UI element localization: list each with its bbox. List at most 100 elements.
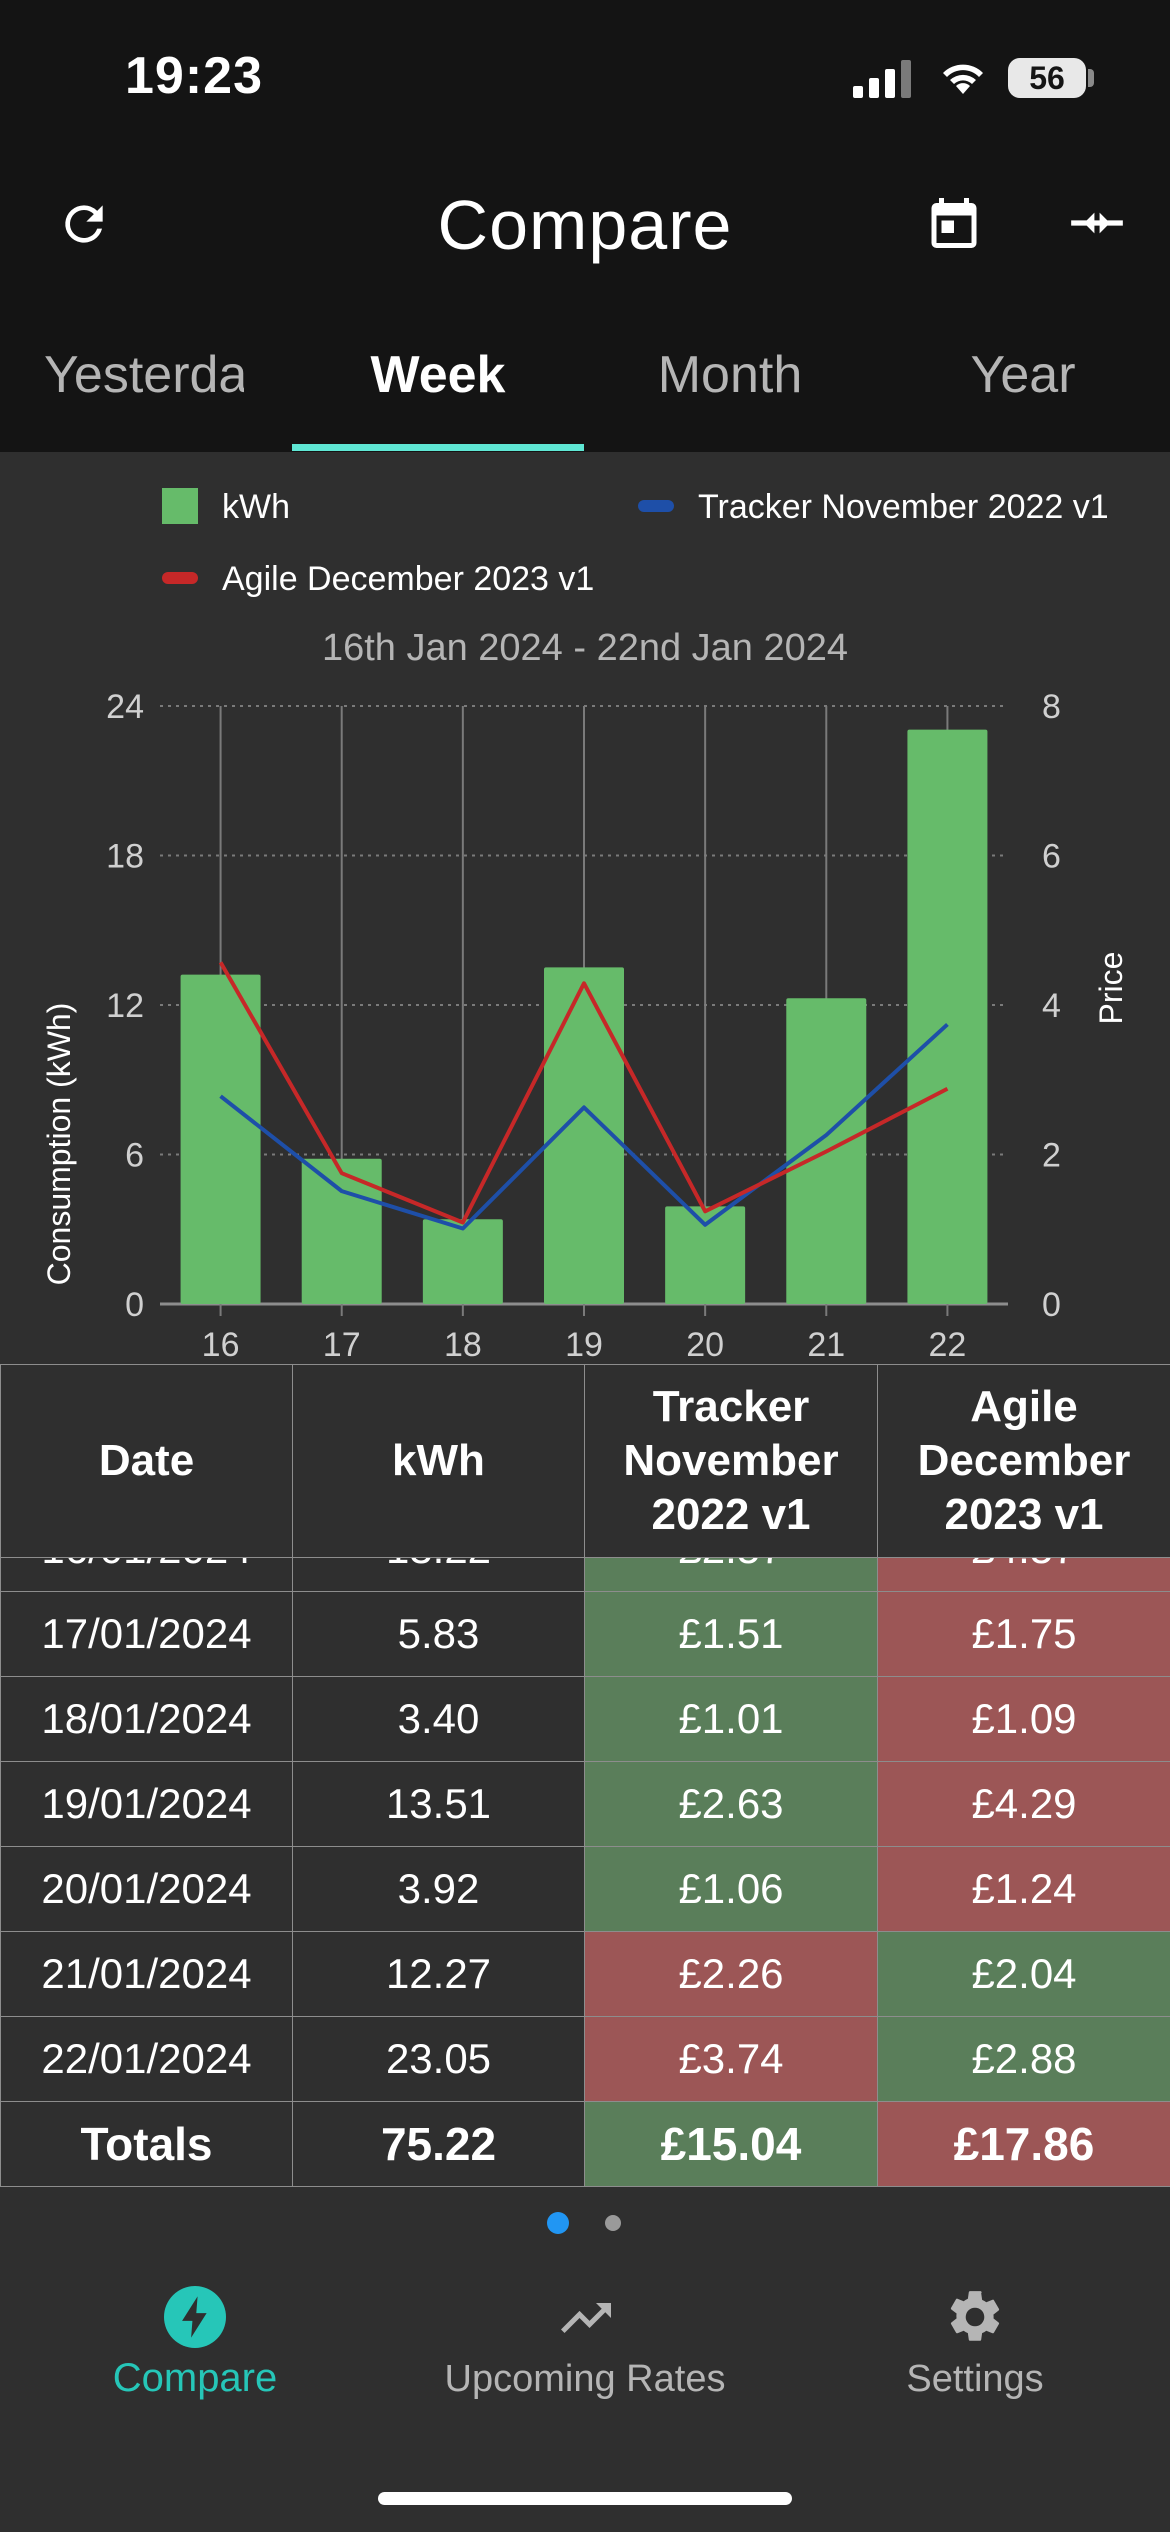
column-header-kwh: kWh (292, 1364, 585, 1558)
bar-kwh (907, 729, 988, 1304)
row-date: 18/01/2024 (0, 1676, 293, 1762)
bolt-icon (164, 2286, 226, 2348)
y-tick-label: 12 (106, 987, 144, 1025)
table-row: 19/01/2024 13.51 £2.63 £4.29 (0, 1761, 1170, 1847)
bar-kwh (544, 967, 624, 1304)
row-tracker-cost: £2.26 (584, 1931, 878, 2017)
nav-compare-label[interactable]: Compare (112, 2356, 278, 2400)
tab-month[interactable]: Month (657, 346, 803, 404)
table-row: 21/01/2024 12.27 £2.26 £2.04 (0, 1931, 1170, 2017)
legend-swatch-tracker (638, 500, 674, 512)
x-tick-label: 21 (807, 1326, 845, 1364)
row-date: 21/01/2024 (0, 1931, 293, 2017)
tab-week[interactable]: Week (370, 346, 506, 404)
row-kwh: 3.40 (292, 1676, 585, 1762)
row-kwh: 5.83 (292, 1591, 585, 1677)
y2-axis-title: Price (1093, 952, 1129, 1025)
page-indicator-dot-active[interactable] (547, 2212, 569, 2234)
row-date: 16/01/2024 (0, 1558, 293, 1592)
row-kwh: 13.22 (292, 1558, 585, 1592)
column-header-agile-label: Agile December 2023 v1 (917, 1382, 1131, 1539)
legend-swatch-kwh (162, 488, 198, 524)
line-tracker (219, 1022, 949, 1231)
x-tick-label: 19 (565, 1326, 603, 1364)
chart-title: 16th Jan 2024 - 22nd Jan 2024 (322, 627, 848, 669)
row-kwh: 3.92 (292, 1846, 585, 1932)
tab-indicator (292, 444, 584, 451)
y2-tick-label: 6 (1042, 838, 1061, 876)
row-agile-cost: £4.57 (877, 1558, 1170, 1592)
row-kwh: 12.27 (292, 1931, 585, 2017)
row-date: 19/01/2024 (0, 1761, 293, 1847)
nav-compare[interactable] (0, 2286, 390, 2416)
row-tracker-cost: £3.74 (584, 2016, 878, 2102)
row-tracker-cost: £1.01 (584, 1676, 878, 1762)
tab-yesterday[interactable]: Yesterday (44, 346, 244, 404)
table-row: 20/01/2024 3.92 £1.06 £1.24 (0, 1846, 1170, 1932)
nav-settings-label[interactable]: Settings (906, 2358, 1044, 2400)
row-agile-cost: £1.75 (877, 1591, 1170, 1677)
row-agile-cost: £1.09 (877, 1676, 1170, 1762)
y2-tick-label: 8 (1042, 688, 1061, 726)
totals-tracker: £15.04 (584, 2101, 878, 2187)
totals-row: Totals 75.22 £15.04 £17.86 (0, 2101, 1170, 2187)
totals-label: Totals (0, 2101, 293, 2187)
battery-indicator: 56 (1008, 58, 1086, 98)
status-time: 19:23 (125, 47, 263, 105)
compare-arrows-icon[interactable] (1064, 192, 1130, 254)
table-row: 17/01/2024 5.83 £1.51 £1.75 (0, 1591, 1170, 1677)
x-tick-label: 22 (929, 1326, 967, 1364)
cost-table: Date kWh Tracker November 2022 v1 Agile … (0, 1364, 1170, 2187)
y-tick-label: 0 (125, 1286, 144, 1324)
column-header-agile: Agile December 2023 v1 (877, 1364, 1170, 1558)
bar-kwh (180, 974, 261, 1304)
bar-kwh (301, 1158, 382, 1304)
wifi-icon (943, 64, 983, 94)
row-tracker-cost: £2.57 (584, 1558, 878, 1592)
row-date: 22/01/2024 (0, 2016, 293, 2102)
row-date: 20/01/2024 (0, 1846, 293, 1932)
home-indicator[interactable] (378, 2492, 792, 2505)
legend-swatch-agile (162, 572, 198, 584)
calendar-icon[interactable] (924, 192, 984, 254)
page-title: Compare (437, 186, 733, 264)
gear-icon (950, 2291, 1000, 2341)
y-tick-label: 18 (106, 838, 144, 876)
column-header-tracker: Tracker November 2022 v1 (584, 1364, 878, 1558)
row-agile-cost: £1.24 (877, 1846, 1170, 1932)
trending-up-icon (561, 2303, 611, 2333)
totals-kwh: 75.22 (292, 2101, 585, 2187)
row-agile-cost: £2.88 (877, 2016, 1170, 2102)
table-row: 22/01/2024 23.05 £3.74 £2.88 (0, 2016, 1170, 2102)
y-tick-label: 24 (106, 688, 144, 726)
legend-label-kwh: kWh (222, 488, 290, 526)
column-header-tracker-label: Tracker November 2022 v1 (623, 1382, 839, 1539)
row-date: 17/01/2024 (0, 1591, 293, 1677)
row-kwh: 13.51 (292, 1761, 585, 1847)
nav-upcoming-rates[interactable] (390, 2286, 780, 2416)
row-agile-cost: £2.04 (877, 1931, 1170, 2017)
totals-agile: £17.86 (877, 2101, 1170, 2187)
row-kwh: 23.05 (292, 2016, 585, 2102)
y2-tick-label: 2 (1042, 1137, 1061, 1175)
row-tracker-cost: £1.06 (584, 1846, 878, 1932)
y2-tick-label: 0 (1042, 1286, 1061, 1324)
page-indicator-dot[interactable] (605, 2215, 621, 2231)
bar-kwh (422, 1219, 503, 1304)
tab-year[interactable]: Year (970, 346, 1076, 404)
x-tick-label: 20 (686, 1326, 724, 1364)
row-tracker-cost: £1.51 (584, 1591, 878, 1677)
row-tracker-cost: £2.63 (584, 1761, 878, 1847)
row-agile-cost: £4.29 (877, 1761, 1170, 1847)
nav-upcoming-rates-label[interactable]: Upcoming Rates (444, 2358, 726, 2400)
legend-label-tracker: Tracker November 2022 v1 (698, 488, 1109, 526)
nav-settings[interactable] (780, 2286, 1170, 2416)
x-tick-label: 16 (202, 1326, 240, 1364)
y-tick-label: 6 (125, 1137, 144, 1175)
column-header-date: Date (0, 1364, 293, 1558)
cellular-signal-icon (853, 60, 911, 98)
table-scroll-area[interactable]: 16/01/202413.22£2.57£4.5717/01/20245.83£… (0, 1558, 1170, 2187)
bar-kwh (665, 1206, 746, 1304)
y2-tick-label: 4 (1042, 987, 1061, 1025)
